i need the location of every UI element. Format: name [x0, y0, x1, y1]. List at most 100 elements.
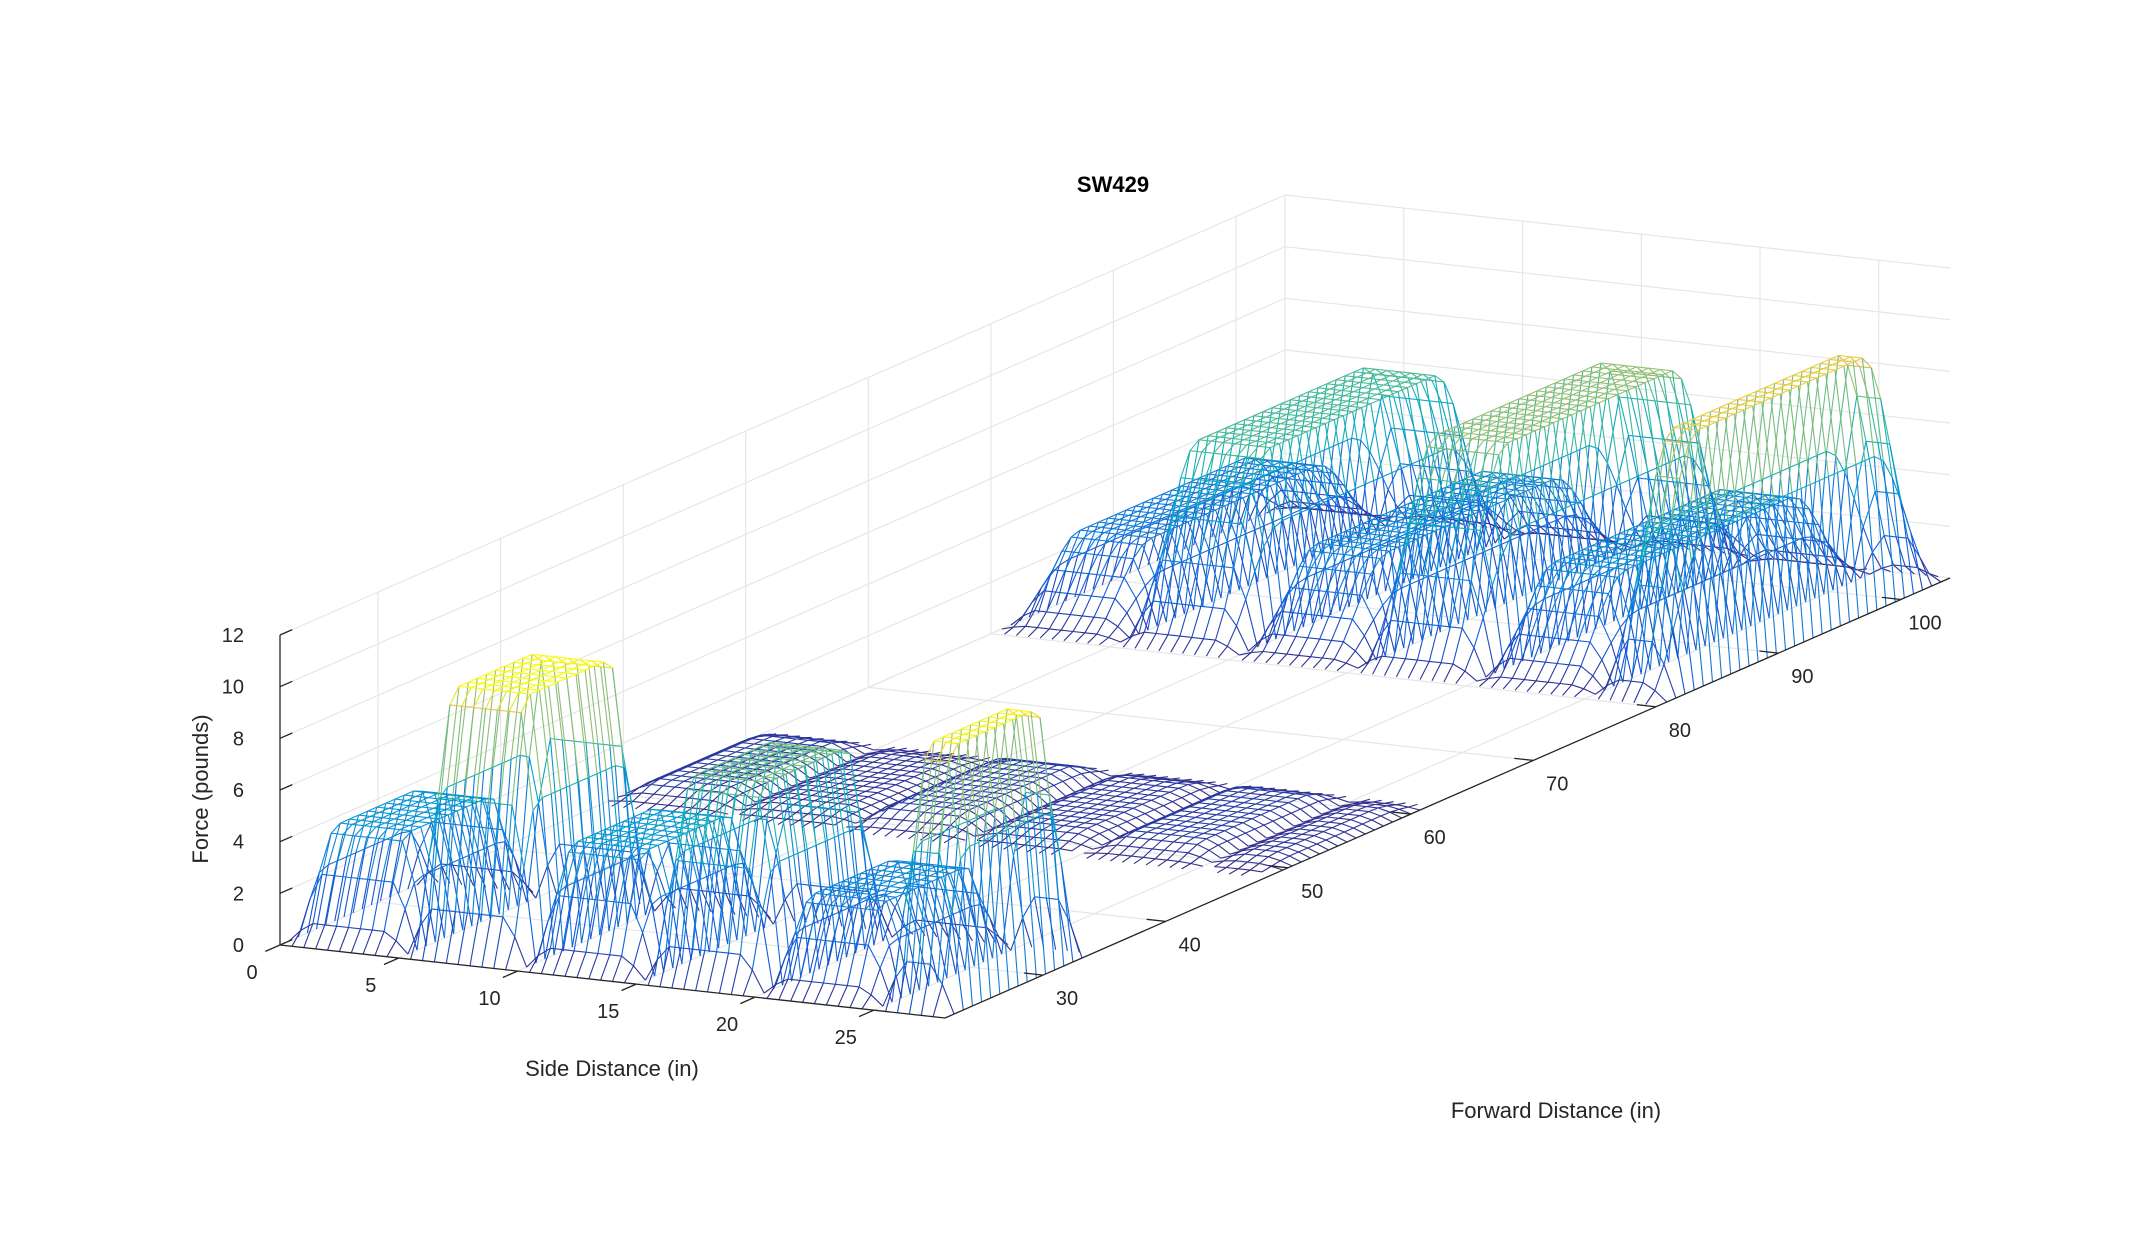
mesh-line [1687, 531, 1698, 537]
mesh-line [1627, 544, 1637, 551]
mesh-line [1332, 827, 1345, 833]
mesh-line [887, 764, 897, 770]
mesh-line [1608, 394, 1618, 400]
mesh-line [1618, 374, 1631, 377]
mesh-line [1838, 354, 1851, 358]
mesh-line [1658, 519, 1672, 667]
mesh-line [1559, 664, 1570, 684]
mesh-line [1366, 524, 1376, 530]
mesh-line [1848, 565, 1858, 571]
mesh-line [1335, 530, 1346, 536]
mesh-line [1623, 384, 1636, 388]
mesh-line [1423, 505, 1434, 511]
mesh-line [1753, 387, 1767, 484]
mesh-line [1537, 515, 1548, 521]
mesh-line [1542, 396, 1552, 403]
mesh-line [1670, 523, 1683, 527]
mesh-line [1594, 550, 1607, 553]
mesh-line [1397, 494, 1410, 508]
mesh-line [1701, 410, 1711, 416]
mesh-line [1186, 820, 1199, 824]
mesh-line [1348, 440, 1362, 543]
mesh-line [1811, 536, 1825, 595]
mesh-line [1631, 555, 1645, 679]
mesh-line [1347, 532, 1358, 538]
mesh-line [1493, 435, 1506, 438]
mesh-line [1901, 503, 1915, 595]
mesh-line [1178, 783, 1189, 789]
mesh-line [1584, 537, 1597, 541]
mesh-line [1177, 824, 1190, 828]
mesh-line [1268, 856, 1281, 862]
mesh-line [1662, 374, 1676, 460]
mesh-line [1444, 525, 1457, 529]
mesh-line [1789, 551, 1802, 555]
mesh-line [1275, 507, 1288, 510]
mesh-line [1307, 843, 1318, 849]
mesh-line [966, 804, 979, 807]
mesh-line [1597, 448, 1608, 464]
mesh-line [1247, 478, 1261, 587]
mesh-line [883, 778, 894, 784]
mesh-line [1612, 363, 1625, 367]
mesh-line [1283, 404, 1294, 410]
mesh-line [1317, 820, 1330, 823]
mesh-line [1841, 360, 1854, 363]
mesh-line [1455, 670, 1466, 684]
mesh-line [1081, 771, 1091, 775]
mesh-line [907, 784, 918, 790]
mesh-line [1563, 589, 1574, 613]
mesh-line [1325, 399, 1336, 405]
mesh-line [1333, 641, 1344, 660]
mesh-line [1352, 618, 1365, 637]
mesh-line [1528, 519, 1539, 525]
mesh-line [1228, 811, 1238, 817]
mesh-line [1147, 519, 1161, 566]
mesh-line [1121, 806, 1134, 809]
mesh-line [1638, 471, 1648, 477]
mesh-line [1206, 834, 1216, 840]
mesh-line [1495, 497, 1508, 500]
mesh-line [820, 786, 831, 793]
mesh-line [1170, 635, 1181, 653]
mesh-line [1144, 809, 1155, 815]
mesh-line [1113, 534, 1124, 541]
mesh-line [904, 776, 915, 782]
mesh-line [1615, 365, 1626, 371]
mesh-line [1539, 586, 1550, 611]
mesh-line [1366, 528, 1379, 531]
mesh-line [1462, 438, 1473, 452]
mesh-line [1332, 552, 1345, 556]
mesh-line [1270, 810, 1283, 818]
mesh-line [1562, 414, 1573, 420]
mesh-line [1567, 562, 1580, 565]
mesh-line [1555, 557, 1565, 563]
mesh-line [1143, 517, 1153, 523]
mesh-line [1316, 407, 1329, 410]
mesh-line [1335, 375, 1346, 381]
mesh-line [1345, 375, 1358, 378]
mesh-line [1222, 437, 1233, 443]
mesh-line [1134, 525, 1147, 528]
mesh-line [1049, 628, 1062, 631]
mesh-line [1719, 402, 1730, 408]
mesh-line [1477, 453, 1488, 485]
mesh-line [1795, 380, 1808, 383]
mesh-line [1226, 427, 1239, 430]
mesh-line [1156, 502, 1169, 506]
mesh-line [1601, 491, 1615, 622]
mesh-line [1651, 372, 1664, 376]
mesh-line [1256, 416, 1267, 422]
mesh-line [1356, 372, 1367, 378]
mesh-line [1864, 460, 1878, 610]
mesh-line [1154, 805, 1164, 811]
mesh-line [1310, 638, 1321, 657]
mesh-line [1143, 780, 1153, 785]
mesh-line [1472, 438, 1485, 441]
mesh-line [1076, 553, 1087, 573]
mesh-line [1686, 531, 1700, 590]
mesh-line [1715, 523, 1728, 526]
mesh-line [1565, 516, 1576, 531]
mesh-line [1073, 538, 1084, 553]
mesh-line [1352, 411, 1365, 485]
